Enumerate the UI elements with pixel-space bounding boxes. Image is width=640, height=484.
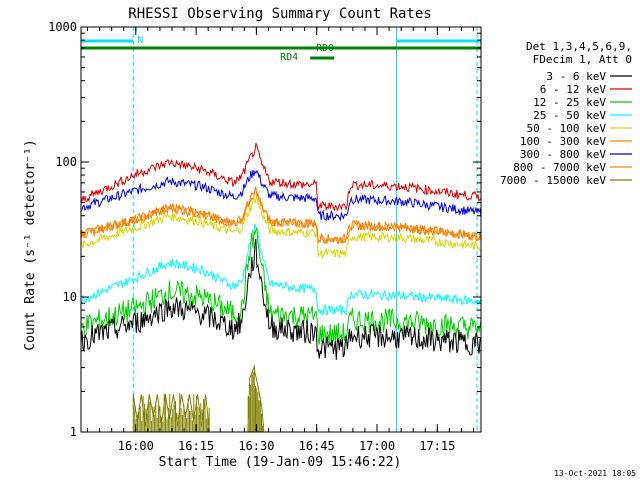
legend-item-label: 300 - 800 keV: [520, 148, 606, 161]
series-line-100-300-kev: [80, 187, 482, 245]
chart-title: RHESSI Observing Summary Count Rates: [128, 6, 431, 22]
legend-item-label: 6 - 12 keV: [540, 83, 607, 96]
series-line-300-800-kev: [80, 169, 482, 222]
x-tick-label: 17:00: [359, 439, 395, 453]
bar-label-rd0: RD0: [316, 43, 334, 54]
x-tick-label: 16:45: [299, 439, 335, 453]
legend-header-line: Det 1,3,4,5,6,9,: [526, 40, 632, 53]
series-line-25-50-kev: [80, 223, 482, 317]
bar-label-rd4: RD4: [280, 52, 298, 63]
x-tick-label: 16:15: [178, 439, 214, 453]
legend-item-label: 12 - 25 keV: [533, 96, 606, 109]
series-line-12-25-kev: [80, 226, 482, 345]
legend-item-label: 25 - 50 keV: [533, 109, 606, 122]
x-tick-label: 17:15: [419, 439, 455, 453]
bar-label-n: N: [137, 35, 143, 46]
series-line-50-100-kev: [80, 195, 482, 260]
footer-timestamp: 13-Oct-2021 18:05: [554, 469, 636, 478]
legend: Det 1,3,4,5,6,9,FDecim 1, Att 0 3 - 6 keV…: [500, 40, 632, 187]
legend-item-label: 7000 - 15000 keV: [500, 174, 606, 187]
y-axis-label: Count Rate (s⁻¹ detector⁻¹): [23, 139, 38, 350]
legend-header-line: FDecim 1, Att 0: [533, 53, 632, 66]
legend-item-label: 50 - 100 keV: [527, 122, 607, 135]
y-tick-label: 1: [70, 425, 77, 439]
legend-item-label: 100 - 300 keV: [520, 135, 606, 148]
y-tick-label: 10: [63, 290, 77, 304]
series-line-3-6-kev: [80, 238, 482, 360]
y-tick-label: 1000: [48, 20, 77, 34]
series-line-7000-15000-kev: [132, 364, 265, 433]
series-line-6-12-kev: [80, 142, 482, 212]
x-tick-label: 16:00: [118, 439, 154, 453]
legend-item-label: 800 - 7000 keV: [513, 161, 606, 174]
x-axis-label: Start Time (19-Jan-09 15:46:22): [159, 455, 402, 470]
legend-item-label: 3 - 6 keV: [546, 70, 606, 83]
x-tick-label: 16:30: [238, 439, 274, 453]
y-tick-label: 100: [55, 155, 77, 169]
